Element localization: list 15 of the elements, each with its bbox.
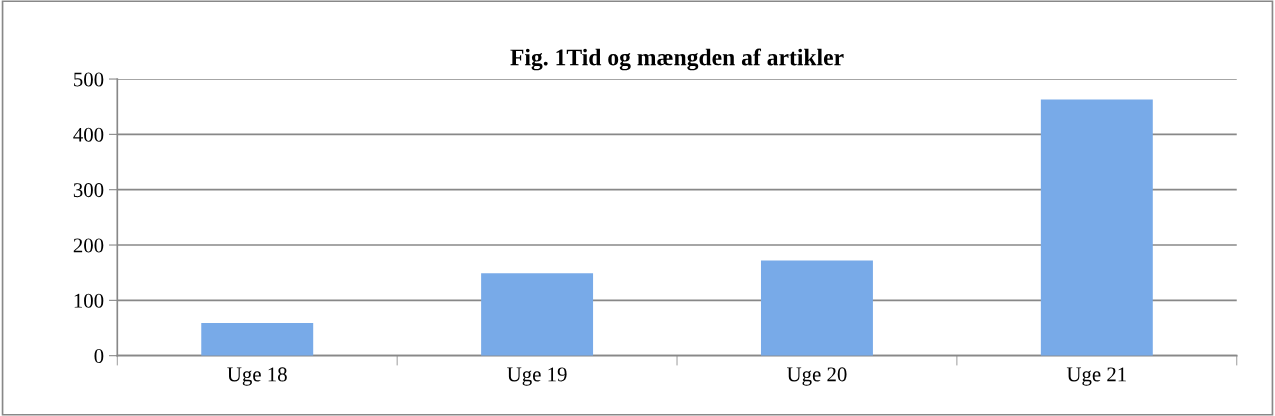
bar: [1040, 99, 1153, 356]
y-tick-label: 100: [74, 293, 104, 308]
x-tick-label: Uge 18: [227, 367, 287, 386]
y-tick-label: 300: [73, 183, 104, 198]
bar: [481, 273, 594, 356]
y-tick-label: 200: [73, 238, 104, 253]
x-tick-label: Uge 21: [1066, 367, 1126, 386]
x-tick-label: Uge 19: [507, 367, 567, 386]
bar: [201, 323, 314, 356]
y-tick-label: 500: [74, 72, 104, 87]
chart-title: Fig. 1Tid og mængden af artikler: [510, 48, 844, 71]
bar: [760, 260, 873, 356]
y-tick-label: 400: [73, 127, 104, 142]
y-tick-label: 0: [94, 349, 104, 364]
x-tick-label: Uge 20: [787, 367, 847, 386]
